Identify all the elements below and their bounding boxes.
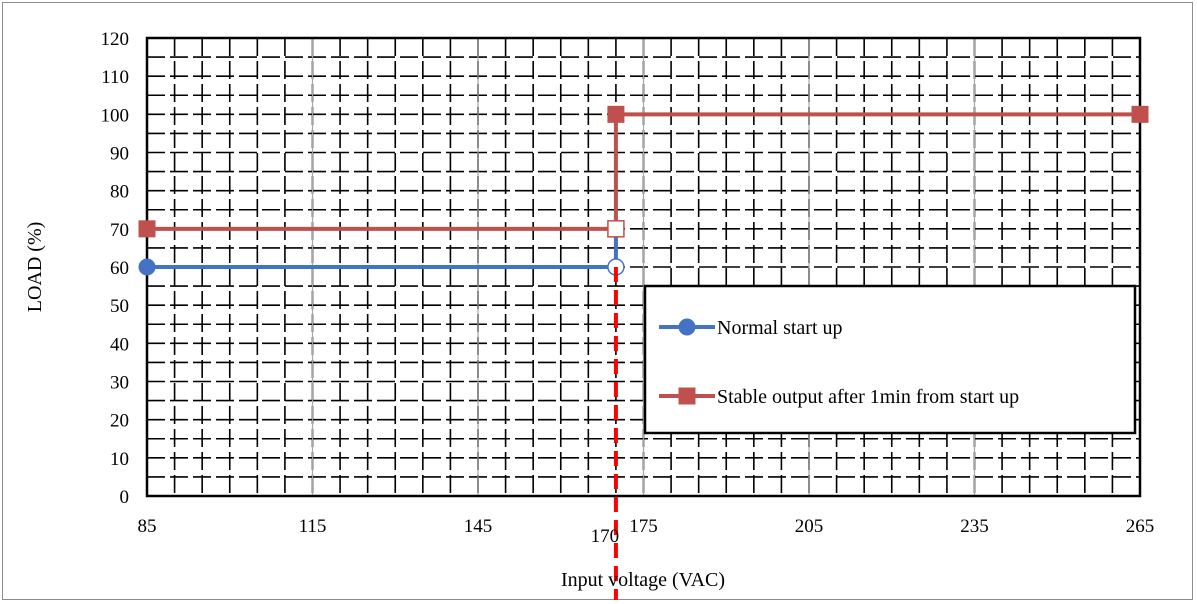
- y-tick-label: 30: [110, 373, 129, 394]
- x-tick-label: 205: [795, 516, 824, 537]
- y-tick-label: 40: [110, 334, 129, 355]
- y-axis-title: LOAD (%): [24, 222, 46, 313]
- y-tick-label: 60: [110, 258, 129, 279]
- y-axis-ticks: 0 10 20 30 40 50 60 70 80 90 100 110 120: [101, 29, 130, 508]
- legend: Normal start up Stable output after 1min…: [643, 284, 1137, 435]
- y-tick-label: 50: [110, 296, 129, 317]
- x-tick-label: 115: [299, 516, 327, 537]
- x-tick-label: 175: [629, 516, 658, 537]
- x-tick-label: 235: [960, 516, 989, 537]
- x-axis-ticks: 85 115 145 175 205 235 265: [138, 516, 1155, 537]
- legend-label-normal-start-up: Normal start up: [717, 317, 843, 339]
- data-point-square: [1131, 105, 1149, 123]
- series-line: [147, 112, 1140, 231]
- legend-marker-normal-start-up: [678, 318, 696, 336]
- data-point-square: [138, 220, 156, 238]
- x-axis-title: Input voltage (VAC): [561, 569, 725, 591]
- data-point-square: [607, 220, 625, 238]
- x-tick-label: 85: [138, 516, 157, 537]
- legend-entry-stable-output: Stable output after 1min from start up: [659, 386, 1019, 408]
- data-point-circle: [138, 258, 156, 276]
- y-tick-label: 10: [110, 449, 129, 470]
- y-tick-label: 20: [110, 411, 129, 432]
- x-tick-label: 265: [1126, 516, 1155, 537]
- threshold-label: 170: [591, 526, 620, 547]
- y-tick-label: 70: [110, 220, 129, 241]
- y-tick-label: 110: [101, 67, 129, 88]
- y-tick-label: 0: [120, 487, 130, 508]
- x-tick-label: 145: [464, 516, 493, 537]
- data-point-square: [607, 105, 625, 123]
- legend-entry-normal-start-up: Normal start up: [659, 317, 843, 339]
- chart: 0 10 20 30 40 50 60 70 80 90 100 110 120 85 115 145 175…: [24, 29, 1155, 600]
- y-tick-label: 90: [110, 144, 129, 165]
- y-tick-label: 80: [110, 182, 129, 203]
- legend-label-stable-output: Stable output after 1min from start up: [717, 386, 1019, 408]
- legend-marker-stable-output: [678, 387, 696, 405]
- y-tick-label: 100: [101, 105, 130, 126]
- legend-box: [643, 284, 1137, 435]
- y-tick-label: 120: [101, 29, 130, 50]
